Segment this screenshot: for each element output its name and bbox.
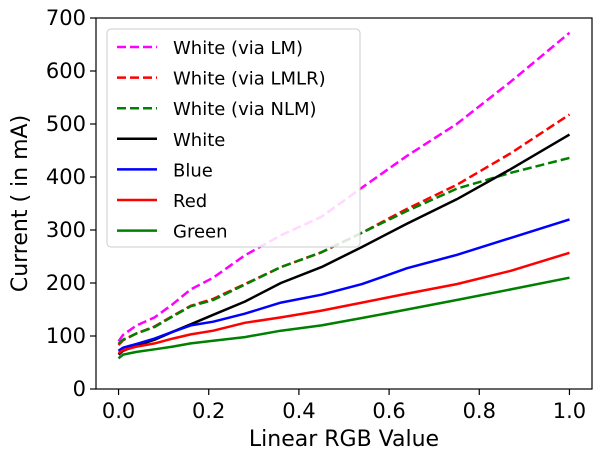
legend-label: White (via LM): [173, 38, 303, 59]
x-tick-label: 0.2: [192, 399, 225, 423]
x-tick-label: 0.8: [463, 399, 496, 423]
y-tick-label: 200: [46, 271, 86, 295]
y-tick-label: 600: [46, 59, 86, 83]
x-axis: 0.0 0.2 0.4 0.6 0.8 1.0: [102, 389, 586, 423]
x-axis-label: Linear RGB Value: [249, 427, 439, 452]
legend-label: White: [173, 130, 225, 151]
y-tick-label: 400: [46, 165, 86, 189]
y-axis-label: Current ( in mA): [8, 115, 33, 292]
series-line-white: [117, 133, 571, 356]
x-tick-label: 0.0: [102, 399, 135, 423]
y-tick-label: 300: [46, 218, 86, 242]
legend-label: Green: [173, 222, 228, 243]
y-axis: 0 100 200 300 400 500 600 700: [46, 6, 96, 401]
legend-label: Red: [173, 191, 207, 212]
legend: White (via LM) White (via LMLR) White (via…: [106, 28, 361, 248]
y-tick-label: 500: [46, 112, 86, 136]
y-tick-label: 0: [73, 377, 86, 401]
series-line-green: [117, 276, 570, 360]
series-line-red: [117, 251, 570, 355]
series-line-white-via-nlm: [117, 156, 570, 345]
x-tick-label: 0.4: [282, 399, 315, 423]
x-tick-label: 0.6: [372, 399, 405, 423]
x-tick-label: 1.0: [553, 399, 586, 423]
legend-label: White (via NLM): [173, 99, 317, 120]
y-tick-label: 700: [46, 6, 86, 30]
plot-lines: [117, 31, 571, 360]
plot-frame: [95, 17, 593, 390]
series-line-blue: [117, 218, 570, 352]
legend-label: Blue: [173, 160, 213, 181]
y-tick-label: 100: [46, 324, 86, 348]
legend-box: [106, 28, 361, 248]
legend-label: White (via LMLR): [173, 69, 326, 90]
series-line-white-via-lm: [117, 31, 571, 343]
